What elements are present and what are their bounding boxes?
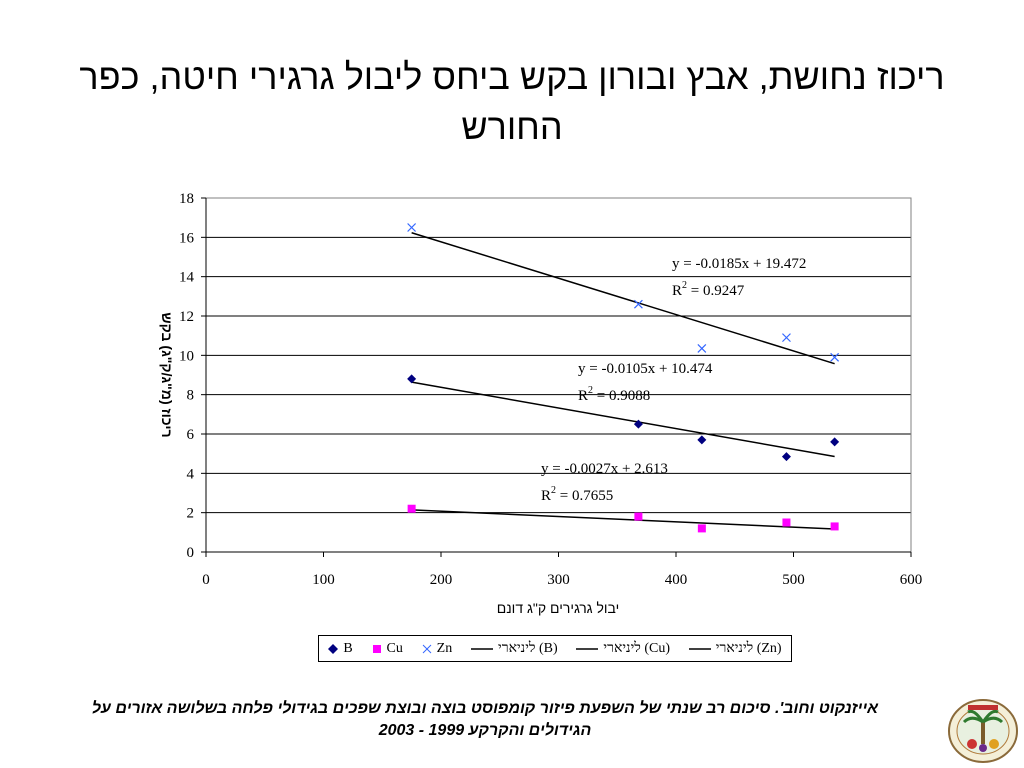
legend-label: ליניארי (Zn) xyxy=(715,640,782,656)
legend-item-trend-4: ליניארי (Cu) xyxy=(576,641,670,657)
r2-value: = 0.7655 xyxy=(556,488,613,504)
point-b xyxy=(407,374,417,384)
legend-swatch-line xyxy=(688,647,711,650)
y-axis-label: ריכוז (מ"ג/ק"ג) בקש xyxy=(159,312,175,437)
point-zn xyxy=(782,333,791,343)
point-b xyxy=(830,437,840,447)
y-tick-label: 6 xyxy=(187,427,195,443)
legend-label: ליניארי (B) xyxy=(498,640,558,656)
legend-label: ליניארי (Cu) xyxy=(603,640,670,656)
trendline-zn xyxy=(411,232,835,365)
r2-value: = 0.9247 xyxy=(687,283,745,299)
y-tick-label: 18 xyxy=(179,191,194,207)
x-tick-label: 500 xyxy=(782,572,805,588)
r2-b: R2 = 0.9088 xyxy=(578,385,650,404)
point-b xyxy=(697,435,707,445)
y-tick-label: 2 xyxy=(187,506,195,522)
source-caption: אייזנקוט וחוב'. סיכום רב שנתי של השפעת פ… xyxy=(91,700,879,739)
legend-swatch-line xyxy=(576,647,599,650)
legend-label: Zn xyxy=(436,640,453,656)
legend-item-trend-5: ליניארי (Zn) xyxy=(688,640,782,657)
axes: 0 2 4 6 8 10 12 14 16 18 0 100 200 300 400 500 600 xyxy=(179,191,922,588)
point-zn xyxy=(830,352,840,362)
y-tick-label: 14 xyxy=(179,270,195,286)
legend-label: Cu xyxy=(386,640,403,656)
x-tick-label: 100 xyxy=(312,572,335,588)
point-cu xyxy=(634,512,643,521)
r2-zn: R2 = 0.9247 xyxy=(672,280,745,299)
r2-cu: R2 = 0.7655 xyxy=(541,485,613,504)
trendline-b xyxy=(411,381,835,458)
legend-label: B xyxy=(343,640,353,656)
r2-letter: R xyxy=(578,388,588,404)
point-cu xyxy=(697,524,706,533)
equation-b: y = -0.0105x + 10.474 xyxy=(578,361,713,377)
y-tick-label: 8 xyxy=(187,388,195,404)
x-tick-label: 300 xyxy=(547,572,570,588)
point-zn xyxy=(407,223,417,232)
x-tick-label: 0 xyxy=(202,572,210,588)
x-axis-label: יבול גרגירים ק"ג דונם xyxy=(497,600,620,616)
legend-item-1: Cu xyxy=(372,641,403,657)
trendline-cu xyxy=(411,509,835,530)
r2-superscript: 2 xyxy=(682,280,687,291)
y-tick-label: 12 xyxy=(179,309,194,325)
x-tick-label: 200 xyxy=(430,572,453,588)
emblem-logo xyxy=(948,699,1018,763)
legend-item-trend-3: ליניארי (B) xyxy=(471,641,558,657)
slide-title: ריכוז נחושת, אבץ ובורון בקש ביחס ליבול ג… xyxy=(79,56,945,147)
point-cu xyxy=(782,518,791,527)
r2-letter: R xyxy=(541,488,551,504)
x-tick-label: 600 xyxy=(900,572,923,588)
y-tick-label: 10 xyxy=(179,348,194,364)
legend-item-0: B xyxy=(328,640,353,657)
point-zn xyxy=(697,344,707,353)
point-cu xyxy=(830,522,839,531)
r2-superscript: 2 xyxy=(551,485,556,496)
legend-swatch-x xyxy=(422,644,432,653)
gridlines xyxy=(206,197,911,514)
point-zn xyxy=(633,299,643,309)
legend-swatch-diamond xyxy=(328,643,339,654)
r2-letter: R xyxy=(672,283,682,299)
trendlines xyxy=(411,232,835,530)
point-b xyxy=(633,419,643,429)
legend-swatch-square xyxy=(372,644,381,653)
equation-cu: y = -0.0027x + 2.613 xyxy=(541,461,668,477)
y-tick-label: 4 xyxy=(187,466,195,482)
data-points xyxy=(407,223,840,533)
point-cu xyxy=(407,504,416,513)
equation-zn: y = -0.0185x + 19.472 xyxy=(672,256,806,272)
legend-item-2: Zn xyxy=(422,640,453,657)
r2-value: = 0.9088 xyxy=(593,388,650,404)
chart-legend: B Cu Zn ליניארי (B) ליניארי (Cu) ליניארי (Zn) xyxy=(318,635,792,662)
y-tick-label: 16 xyxy=(179,230,195,246)
point-b xyxy=(781,452,791,462)
r2-superscript: 2 xyxy=(588,385,593,396)
legend-swatch-line xyxy=(471,647,494,650)
x-tick-label: 400 xyxy=(665,572,688,588)
y-tick-label: 0 xyxy=(187,545,195,561)
